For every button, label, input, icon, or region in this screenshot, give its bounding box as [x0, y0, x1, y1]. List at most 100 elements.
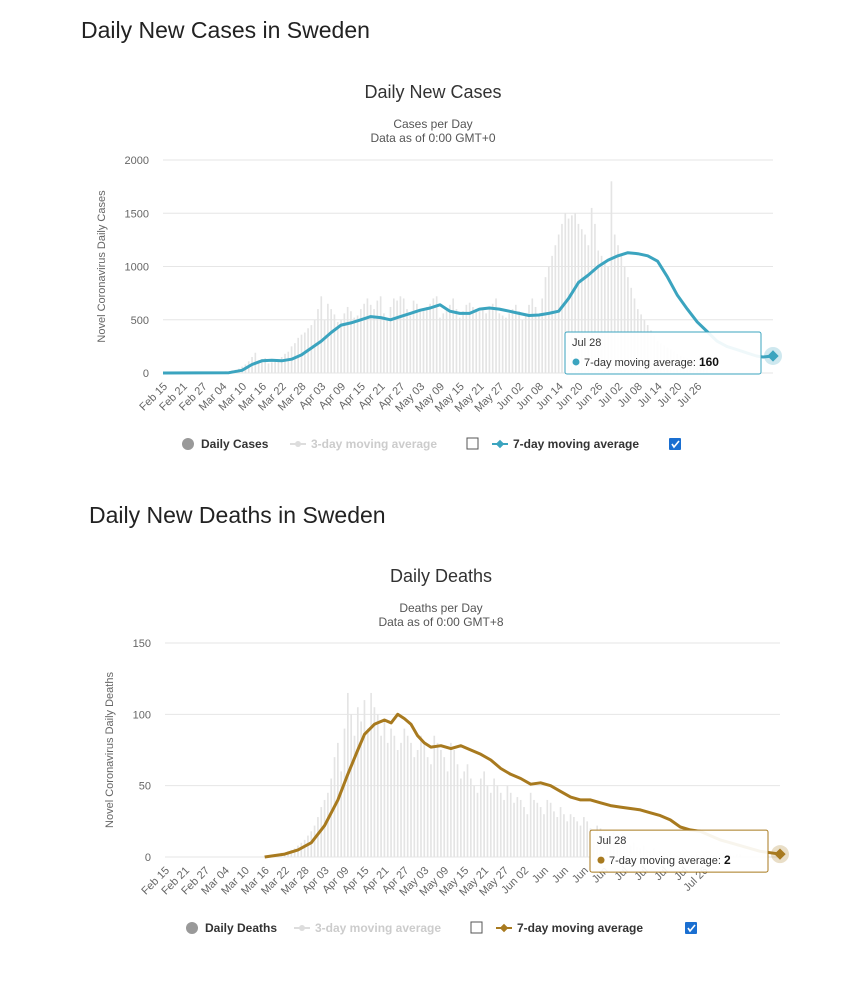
legend-ma3[interactable]: 3-day moving average: [315, 921, 441, 935]
daily-bar[interactable]: [463, 771, 466, 857]
daily-bar[interactable]: [519, 799, 522, 857]
daily-bar[interactable]: [366, 728, 369, 857]
daily-bar[interactable]: [617, 245, 619, 373]
daily-bar[interactable]: [445, 309, 448, 373]
daily-bar[interactable]: [536, 802, 539, 857]
daily-bar[interactable]: [303, 839, 306, 857]
end-point-marker[interactable]: [774, 848, 786, 860]
daily-bar[interactable]: [409, 315, 412, 373]
daily-bar[interactable]: [270, 362, 273, 373]
daily-bar[interactable]: [557, 234, 560, 373]
daily-bar[interactable]: [307, 835, 309, 857]
daily-bar[interactable]: [531, 298, 534, 373]
daily-bar[interactable]: [623, 266, 626, 374]
daily-bar[interactable]: [396, 300, 398, 373]
daily-bar[interactable]: [476, 792, 479, 857]
daily-bar[interactable]: [422, 309, 425, 373]
daily-bar[interactable]: [330, 309, 332, 373]
daily-bar[interactable]: [563, 814, 565, 857]
daily-bar[interactable]: [594, 223, 596, 373]
daily-bar[interactable]: [607, 266, 609, 374]
daily-bar[interactable]: [340, 319, 342, 373]
daily-bar[interactable]: [287, 351, 290, 373]
daily-bar[interactable]: [360, 309, 362, 373]
daily-bar[interactable]: [399, 296, 402, 373]
daily-bar[interactable]: [468, 302, 471, 373]
daily-bar[interactable]: [320, 296, 323, 373]
daily-bar[interactable]: [574, 213, 576, 373]
daily-bar[interactable]: [541, 298, 544, 373]
daily-bar[interactable]: [580, 229, 583, 373]
daily-bar[interactable]: [323, 319, 326, 373]
daily-bar[interactable]: [511, 309, 514, 373]
daily-bar[interactable]: [449, 304, 451, 373]
daily-bar[interactable]: [478, 311, 481, 373]
daily-bar[interactable]: [600, 255, 603, 373]
daily-bar[interactable]: [559, 807, 562, 857]
daily-bar[interactable]: [420, 735, 422, 857]
ma3-checkbox[interactable]: [466, 437, 479, 450]
daily-bar[interactable]: [577, 223, 580, 373]
daily-bar[interactable]: [416, 303, 418, 373]
daily-bar[interactable]: [493, 778, 495, 857]
daily-bar[interactable]: [584, 234, 586, 373]
daily-bar[interactable]: [412, 300, 415, 373]
daily-bar[interactable]: [356, 315, 359, 373]
daily-bar[interactable]: [620, 255, 623, 373]
daily-bar[interactable]: [521, 319, 524, 373]
daily-bar[interactable]: [473, 785, 475, 857]
daily-bar[interactable]: [534, 306, 537, 373]
legend-daily[interactable]: Daily Deaths: [205, 921, 277, 935]
daily-bar[interactable]: [383, 313, 385, 373]
daily-bar[interactable]: [376, 714, 379, 857]
daily-bar[interactable]: [604, 261, 606, 373]
daily-bar[interactable]: [280, 357, 283, 373]
daily-bar[interactable]: [501, 315, 504, 373]
legend-daily[interactable]: Daily Cases: [201, 437, 269, 451]
daily-bar[interactable]: [466, 764, 469, 857]
daily-bar[interactable]: [576, 821, 579, 857]
daily-bar[interactable]: [373, 707, 376, 857]
daily-bar[interactable]: [472, 306, 474, 373]
daily-bar[interactable]: [569, 814, 572, 857]
daily-bar[interactable]: [564, 213, 567, 373]
daily-bar[interactable]: [261, 359, 263, 373]
daily-bar[interactable]: [317, 309, 319, 373]
daily-bar[interactable]: [363, 700, 366, 857]
daily-bar[interactable]: [597, 250, 600, 373]
daily-bar[interactable]: [470, 778, 472, 857]
daily-bar[interactable]: [538, 315, 540, 373]
daily-bar[interactable]: [343, 728, 346, 857]
daily-bar[interactable]: [380, 735, 382, 857]
daily-bar[interactable]: [509, 792, 512, 857]
daily-bar[interactable]: [393, 735, 396, 857]
daily-bar[interactable]: [566, 821, 569, 857]
daily-bar[interactable]: [433, 735, 436, 857]
daily-bar[interactable]: [546, 799, 549, 857]
daily-bar[interactable]: [386, 742, 389, 857]
daily-bar[interactable]: [583, 817, 585, 857]
daily-bar[interactable]: [506, 785, 509, 857]
daily-bar[interactable]: [336, 321, 339, 373]
daily-bar[interactable]: [556, 817, 559, 857]
daily-bar[interactable]: [486, 785, 489, 857]
daily-bar[interactable]: [462, 311, 464, 373]
ma3-checkbox[interactable]: [470, 921, 483, 934]
daily-bar[interactable]: [390, 728, 392, 857]
daily-bar[interactable]: [482, 309, 484, 373]
daily-bar[interactable]: [376, 300, 379, 373]
daily-bar[interactable]: [513, 802, 515, 857]
daily-bar[interactable]: [498, 313, 501, 373]
daily-bar[interactable]: [529, 792, 532, 857]
daily-bar[interactable]: [547, 266, 550, 374]
daily-bar[interactable]: [475, 309, 478, 373]
daily-bar[interactable]: [551, 255, 553, 373]
daily-bar[interactable]: [383, 721, 386, 857]
daily-bar[interactable]: [460, 778, 462, 857]
daily-bar[interactable]: [426, 757, 429, 857]
daily-bar[interactable]: [366, 298, 369, 373]
daily-bar[interactable]: [323, 799, 326, 857]
daily-bar[interactable]: [630, 287, 633, 373]
legend-ma7[interactable]: 7-day moving average: [513, 437, 639, 451]
